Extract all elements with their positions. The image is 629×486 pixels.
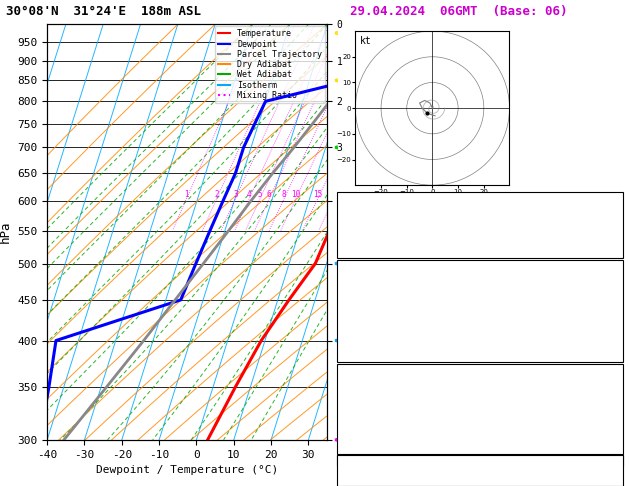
Text: 12.5: 12.5 bbox=[596, 292, 621, 302]
Text: Totals Totals: Totals Totals bbox=[340, 219, 421, 229]
Text: 0.69: 0.69 bbox=[596, 241, 621, 251]
Text: Lifted Index: Lifted Index bbox=[340, 322, 415, 332]
Text: 6: 6 bbox=[267, 190, 272, 199]
Text: 313: 313 bbox=[602, 307, 621, 317]
Text: 0: 0 bbox=[615, 336, 621, 347]
Text: 8: 8 bbox=[282, 190, 286, 199]
Text: © weatheronline.co.uk: © weatheronline.co.uk bbox=[423, 475, 536, 485]
Text: EH: EH bbox=[340, 467, 352, 477]
Text: 4: 4 bbox=[247, 190, 252, 199]
Text: 314: 314 bbox=[602, 398, 621, 407]
Text: 34: 34 bbox=[608, 219, 621, 229]
Text: LCL: LCL bbox=[347, 427, 362, 435]
Text: θε (K): θε (K) bbox=[340, 398, 377, 407]
Text: 13.6: 13.6 bbox=[596, 278, 621, 288]
Text: CIN (J): CIN (J) bbox=[340, 443, 384, 453]
Text: CAPE (J): CAPE (J) bbox=[340, 336, 389, 347]
Text: θε(K): θε(K) bbox=[340, 307, 371, 317]
Text: StmSpd (kt): StmSpd (kt) bbox=[340, 483, 408, 486]
Text: Most Unstable: Most Unstable bbox=[439, 367, 520, 377]
Text: Pressure (mb): Pressure (mb) bbox=[340, 382, 421, 392]
Text: Temp (°C): Temp (°C) bbox=[340, 278, 396, 288]
Text: -10: -10 bbox=[602, 197, 621, 208]
Text: -9: -9 bbox=[608, 467, 621, 477]
Text: 11: 11 bbox=[608, 483, 621, 486]
Text: SREH: SREH bbox=[340, 472, 365, 482]
Text: 975: 975 bbox=[602, 382, 621, 392]
Text: 30°08'N  31°24'E  188m ASL: 30°08'N 31°24'E 188m ASL bbox=[6, 4, 201, 17]
X-axis label: Dewpoint / Temperature (°C): Dewpoint / Temperature (°C) bbox=[96, 465, 278, 475]
Legend: Temperature, Dewpoint, Parcel Trajectory, Dry Adiabat, Wet Adiabat, Isotherm, Mi: Temperature, Dewpoint, Parcel Trajectory… bbox=[214, 26, 325, 103]
Text: 0°: 0° bbox=[608, 477, 621, 486]
Text: CIN (J): CIN (J) bbox=[340, 351, 384, 361]
Y-axis label: km
ASL: km ASL bbox=[345, 223, 367, 241]
Text: K: K bbox=[340, 197, 346, 208]
Text: 7: 7 bbox=[615, 472, 621, 482]
Text: 0: 0 bbox=[615, 443, 621, 453]
Text: Dewp (°C): Dewp (°C) bbox=[340, 292, 396, 302]
Text: kt: kt bbox=[360, 35, 372, 46]
Text: 1: 1 bbox=[184, 190, 189, 199]
Text: Hodograph: Hodograph bbox=[452, 457, 508, 467]
Text: CAPE (J): CAPE (J) bbox=[340, 428, 389, 438]
Text: 3: 3 bbox=[233, 190, 238, 199]
Text: Lifted Index: Lifted Index bbox=[340, 413, 415, 423]
Text: 0: 0 bbox=[615, 428, 621, 438]
Text: 5: 5 bbox=[258, 190, 262, 199]
Text: 2: 2 bbox=[214, 190, 219, 199]
Text: 15: 15 bbox=[313, 190, 323, 199]
Text: 10: 10 bbox=[291, 190, 301, 199]
Text: 29.04.2024  06GMT  (Base: 06): 29.04.2024 06GMT (Base: 06) bbox=[350, 4, 568, 17]
Text: Surface: Surface bbox=[458, 262, 501, 273]
Text: PW (cm): PW (cm) bbox=[340, 241, 384, 251]
Text: 7: 7 bbox=[615, 322, 621, 332]
Text: 6: 6 bbox=[615, 413, 621, 423]
Y-axis label: hPa: hPa bbox=[0, 221, 12, 243]
Text: 0: 0 bbox=[615, 351, 621, 361]
Text: StmDir: StmDir bbox=[340, 477, 377, 486]
